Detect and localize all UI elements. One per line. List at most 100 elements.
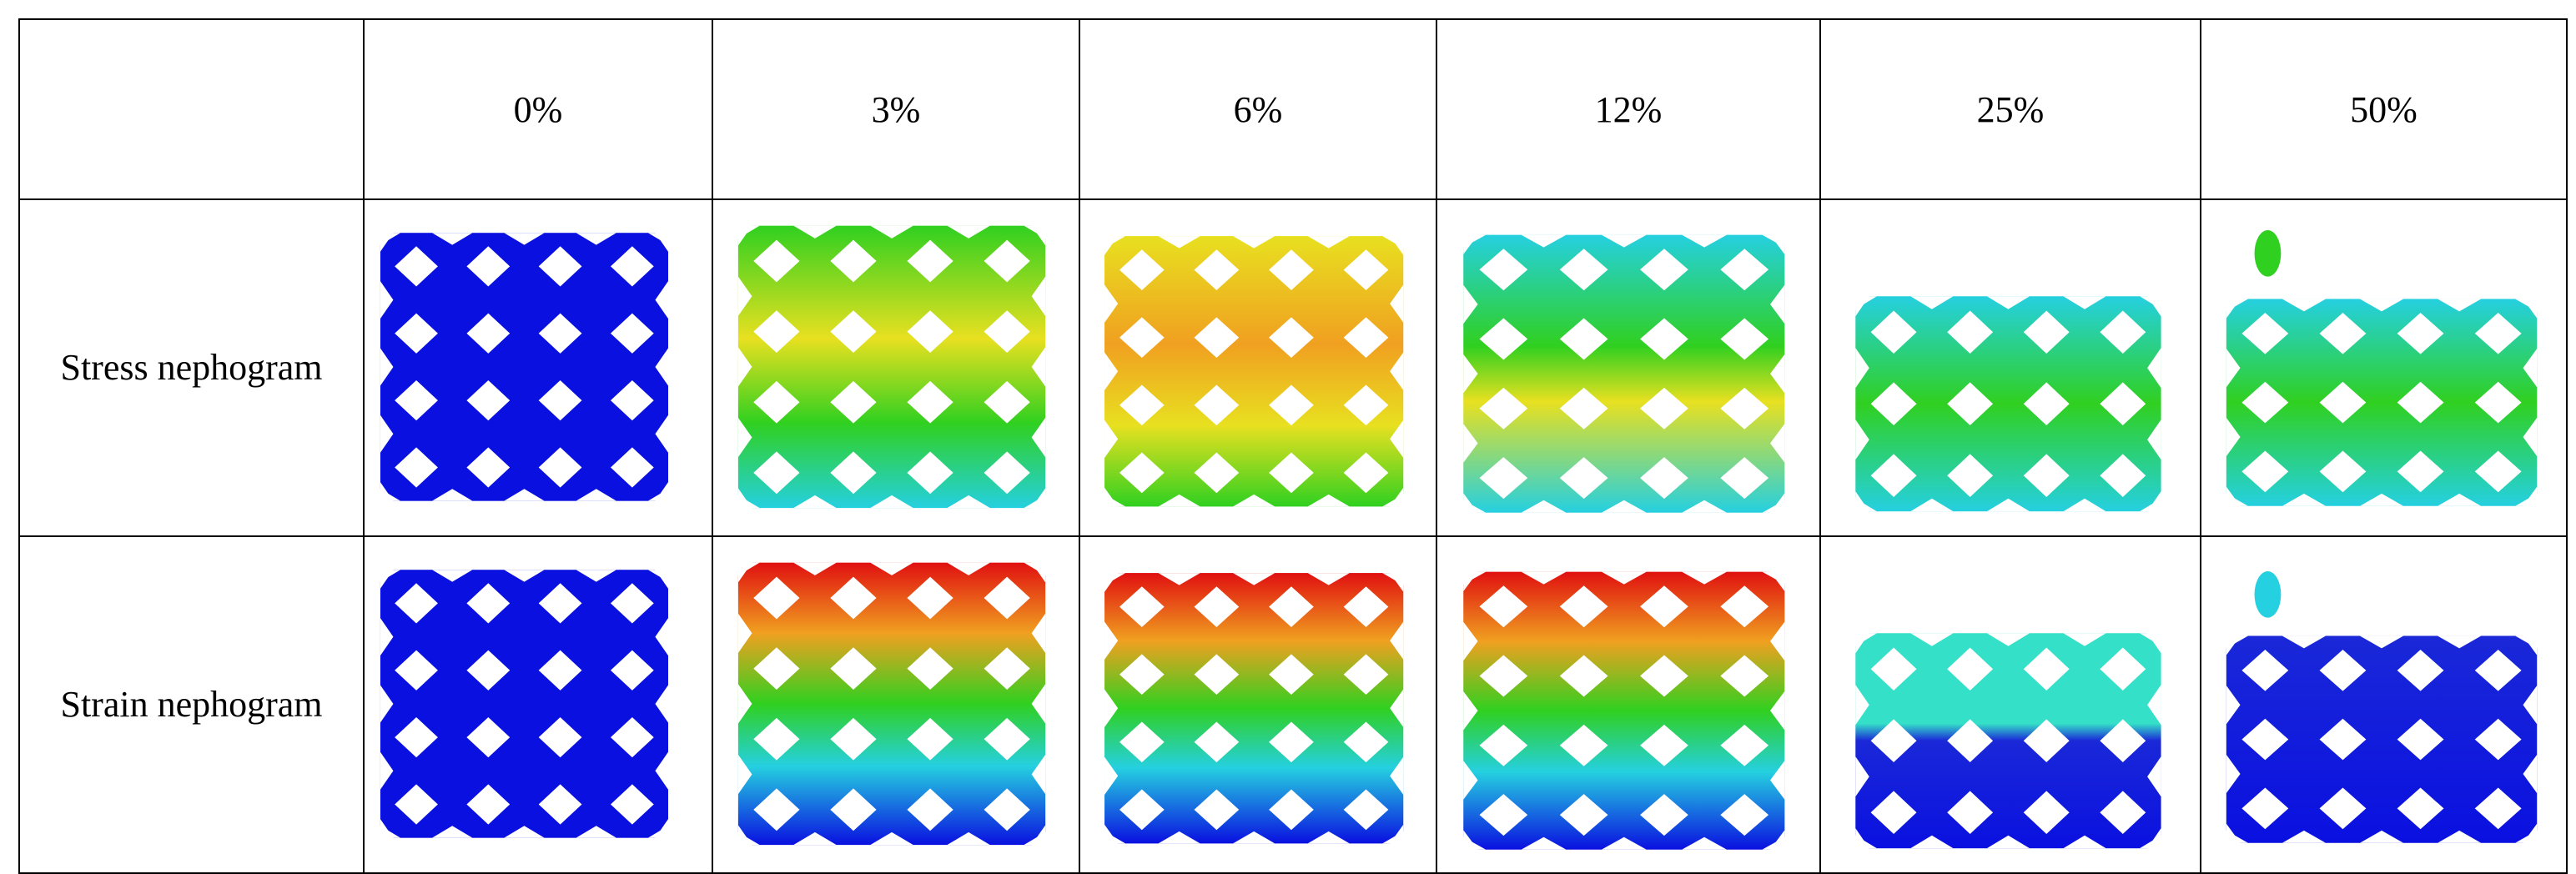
lattice-hole [1269,586,1314,627]
lattice-hole [1640,318,1688,360]
lattice-body [2204,616,2559,862]
lattice-hole [466,447,511,488]
lattice-hole [466,583,511,624]
lattice-hole [610,246,654,287]
lattice-hole [395,716,438,758]
lattice-hole [1119,586,1165,627]
lattice-hole [538,716,582,758]
lattice-hole [1947,382,1994,426]
lattice-hole [1343,789,1389,830]
lattice-hole [907,380,953,424]
lattice-hole [466,784,511,825]
header-row: 0% 3% 6% 12% 25% 50% [18,18,2568,200]
lattice-hole [1870,791,1917,834]
lattice-hole [1343,317,1389,359]
lattice-hole [2023,647,2070,691]
lattice-hole [2241,718,2289,761]
lattice-hole [395,583,438,624]
stress-image-5 [2200,198,2568,537]
lattice-hole [753,646,800,690]
lattice-hole [1640,457,1688,500]
lattice-hole [395,784,438,825]
lattice-body [365,550,689,856]
lattice-hole [2023,310,2070,354]
lattice-body [1441,215,1808,533]
lattice-hole [395,447,438,488]
lattice-hole [2397,450,2444,493]
strain-header-2: 6% [1079,18,1437,200]
lattice-hole [610,784,654,825]
lattice-hole [753,380,800,424]
stress-row: Stress nephogram [18,198,2568,537]
strain-header-0: 0% [363,18,713,200]
lattice-hole [907,788,953,831]
lattice-hole [610,313,654,354]
lattice-hole [1870,310,1917,354]
strain-lattice-4 [1834,612,2183,869]
lattice-hole [1119,384,1165,426]
fragment [2254,570,2282,618]
nephogram-table: 0% 3% 6% 12% 25% 50% Stress nephogram St… [18,18,2568,874]
row-label-stress: Stress nephogram [18,198,365,537]
lattice-hole [984,576,1030,620]
lattice-hole [1870,454,1917,498]
strain-lattice-3 [1441,552,1808,869]
lattice-hole [1559,387,1608,429]
lattice-hole [1119,654,1165,695]
strain-row: Strain nephogram [18,535,2568,874]
lattice-hole [538,447,582,488]
strain-lattice-2 [1083,554,1425,862]
lattice-hole [395,650,438,691]
lattice-hole [2100,382,2146,426]
lattice-hole [1343,721,1389,762]
lattice-hole [2241,381,2289,424]
stress-lattice-1 [717,205,1067,528]
lattice-hole [1343,654,1389,695]
stress-image-1 [712,198,1080,537]
lattice-hole [753,576,800,620]
lattice-hole [1870,719,1917,762]
lattice-hole [2100,310,2146,354]
stress-lattice-3 [1441,215,1808,533]
lattice-hole [2241,649,2289,691]
lattice-hole [1870,647,1917,691]
lattice-hole [1640,724,1688,766]
lattice-hole [610,650,654,691]
strain-lattice-0 [365,550,689,856]
strain-image-5 [2200,535,2568,874]
lattice-hole [2319,787,2367,829]
lattice-body [1441,552,1808,869]
lattice-hole [1343,452,1389,494]
lattice-hole [1119,452,1165,494]
stress-lattice-5 [2204,230,2559,525]
lattice-hole [2397,313,2444,354]
strain-header-4: 25% [1819,18,2201,200]
lattice-hole [1119,721,1165,762]
lattice-hole [1119,317,1165,359]
lattice-hole [538,313,582,354]
lattice-hole [1479,457,1528,500]
lattice-hole [466,650,511,691]
lattice-hole [1479,793,1528,836]
strain-header-3: 12% [1436,18,1821,200]
lattice-hole [1947,310,1994,354]
stress-image-0 [363,198,713,537]
lattice-hole [395,313,438,354]
lattice-hole [2319,450,2367,493]
lattice-body [1834,276,2183,532]
lattice-hole [610,716,654,758]
lattice-hole [2319,649,2367,691]
lattice-hole [1119,789,1165,830]
lattice-body [717,542,1067,865]
lattice-hole [1559,793,1608,836]
lattice-hole [1640,585,1688,628]
lattice-hole [538,246,582,287]
lattice-hole [2023,454,2070,498]
lattice-hole [907,310,953,353]
stress-lattice-4 [1834,276,2183,532]
strain-header-5: 50% [2200,18,2568,200]
lattice-body [1083,217,1425,526]
strain-lattice-1 [717,542,1067,865]
row-label-strain: Strain nephogram [18,535,365,874]
strain-image-1 [712,535,1080,874]
